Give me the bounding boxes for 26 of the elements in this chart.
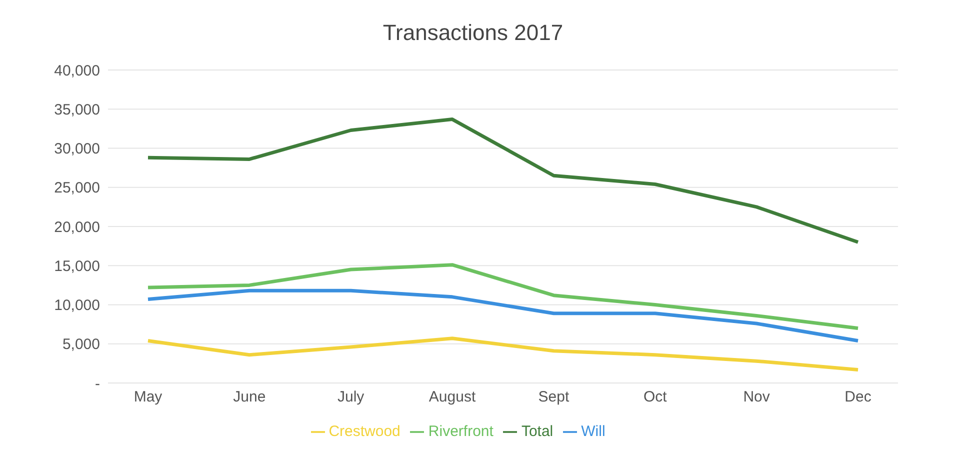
y-tick-label: 5,000 xyxy=(62,336,100,354)
x-tick-label: Oct xyxy=(643,388,668,406)
x-tick-label: Nov xyxy=(743,388,770,406)
y-tick-label: 30,000 xyxy=(54,140,100,158)
line-series xyxy=(146,263,860,330)
x-tick-label: May xyxy=(134,388,163,406)
legend-label: Will xyxy=(581,423,606,440)
x-tick-label: Dec xyxy=(844,388,872,406)
line-series xyxy=(146,288,860,342)
x-tick-label: July xyxy=(338,388,365,406)
y-tick-label: 40,000 xyxy=(54,62,100,80)
y-tick-label: 20,000 xyxy=(54,218,100,236)
x-tick-label: June xyxy=(233,388,266,406)
y-tick-label: 25,000 xyxy=(54,180,100,197)
x-tick-label: August xyxy=(428,388,476,406)
chart-title: Transactions 2017 xyxy=(382,19,564,47)
x-tick-label: Sept xyxy=(538,388,570,406)
y-tick-label: 35,000 xyxy=(54,101,100,118)
y-tick-label: 15,000 xyxy=(54,258,100,275)
legend-label: Total xyxy=(521,423,554,440)
y-tick-label: - xyxy=(95,375,100,392)
legend-label: Crestwood xyxy=(328,423,400,440)
legend-label: Riverfront xyxy=(428,423,494,440)
y-tick-label: 10,000 xyxy=(54,297,100,314)
line-series xyxy=(146,118,860,244)
line-series xyxy=(146,336,860,372)
